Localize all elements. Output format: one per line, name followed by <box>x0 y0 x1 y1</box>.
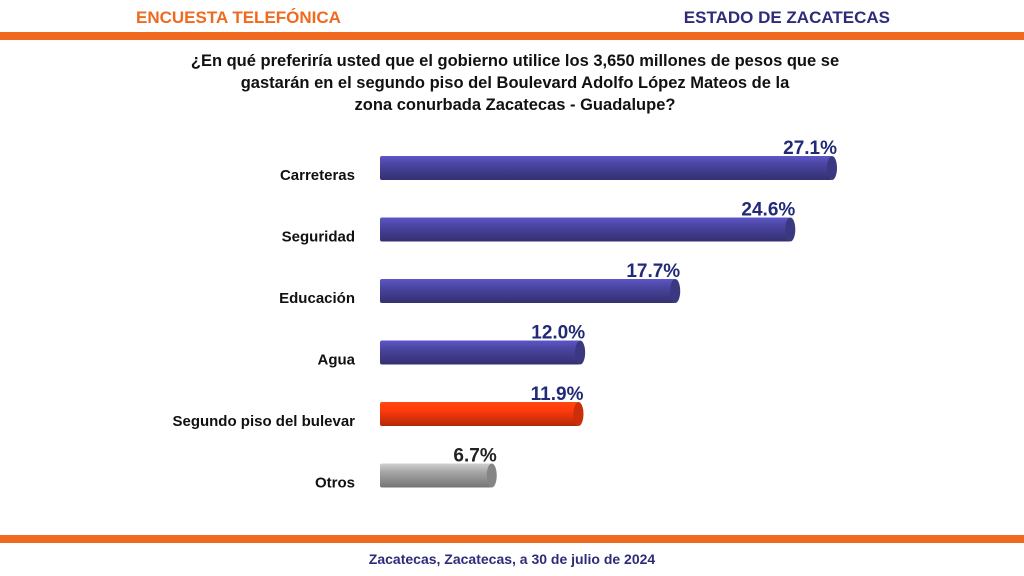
question-line-2: gastarán en el segundo piso del Boulevar… <box>240 74 790 92</box>
bar-1 <box>380 217 791 242</box>
top-divider <box>0 32 1024 40</box>
value-label-4: 11.9% <box>531 384 584 405</box>
bar-cap-4 <box>573 402 584 426</box>
bar-cap-1 <box>785 217 796 242</box>
category-label-0: Carreteras <box>280 167 355 184</box>
question-line-3: zona conurbada Zacatecas - Guadalupe? <box>354 96 676 114</box>
survey-type-title: ENCUESTA TELEFÓNICA <box>136 8 341 27</box>
question-text: ¿En qué preferiría usted que el gobierno… <box>150 50 880 116</box>
footer-date: Zacatecas, Zacatecas, a 30 de julio de 2… <box>368 551 656 567</box>
value-label-1: 24.6% <box>741 200 795 221</box>
bar-cap-5 <box>486 463 497 488</box>
bar-cap-3 <box>575 340 586 365</box>
category-label-2: Educación <box>279 290 355 307</box>
category-label-1: Seguridad <box>282 229 355 246</box>
bottom-divider <box>0 535 1024 543</box>
bar-4 <box>380 402 579 426</box>
category-label-5: Otros <box>315 475 355 492</box>
value-label-3: 12.0% <box>531 323 585 344</box>
value-label-0: 27.1% <box>783 138 837 159</box>
question-line-1: ¿En qué preferiría usted que el gobierno… <box>190 52 840 70</box>
value-label-5: 6.7% <box>453 446 496 467</box>
bar-cap-0 <box>827 156 837 180</box>
bar-2 <box>380 279 676 303</box>
bar-5 <box>380 463 492 488</box>
bar-3 <box>380 340 581 365</box>
category-label-3: Agua <box>318 352 356 369</box>
value-label-2: 17.7% <box>626 261 680 282</box>
bar-0 <box>380 156 832 180</box>
bar-cap-2 <box>670 279 681 303</box>
category-label-4: Segundo piso del bulevar <box>172 413 355 430</box>
state-title: ESTADO DE ZACATECAS <box>683 8 890 27</box>
